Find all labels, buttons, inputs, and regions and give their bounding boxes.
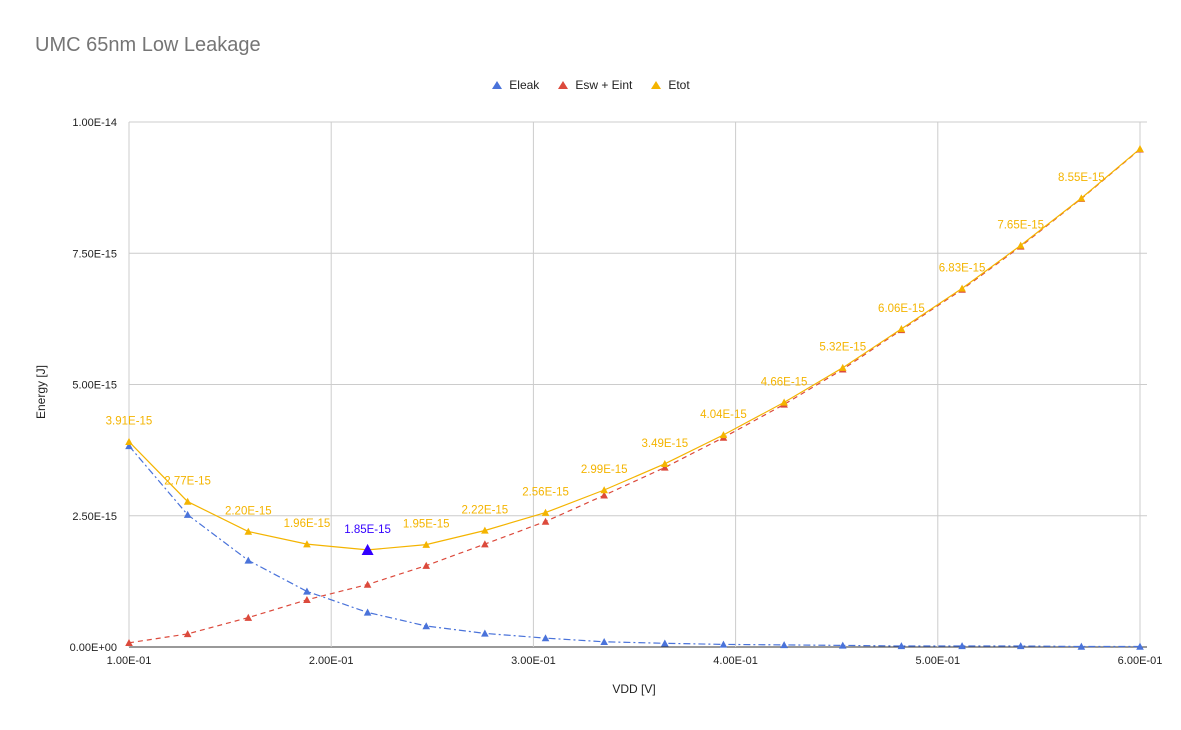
legend-label: Etot [668,78,690,92]
data-point [244,613,253,621]
data-point [661,639,669,647]
series-line [128,148,1141,644]
x-axis-label: VDD [V] [612,682,656,696]
data-point [481,526,489,534]
data-label: 2.22E-15 [462,504,509,516]
legend-item-etot[interactable]: Etot [650,78,690,92]
data-point [661,463,669,471]
data-label: 6.06E-15 [878,303,925,315]
y-tick-label: 0.00E+00 [70,642,117,654]
triangle-marker-icon [558,81,569,89]
data-label: 2.20E-15 [225,506,272,518]
data-point [541,517,550,525]
x-tick-label: 6.00E-01 [1118,655,1163,667]
data-point [897,325,906,333]
x-tick-label: 4.00E-01 [713,655,758,667]
data-label: 1.95E-15 [403,519,450,531]
triangle-marker-icon [492,81,503,89]
data-point [363,608,372,616]
data-point [600,491,608,499]
data-point [183,497,192,505]
chart-title: UMC 65nm Low Leakage [35,34,261,56]
data-point [303,595,311,603]
y-tick-label: 7.50E-15 [72,248,117,260]
series-line [128,445,1140,648]
y-tick-label: 2.50E-15 [72,511,117,523]
legend-label: Eleak [509,78,540,92]
data-point [1077,642,1086,650]
data-point [600,637,608,645]
data-label: 2.56E-15 [522,487,569,499]
data-label: 7.65E-15 [997,219,1044,231]
data-point [481,540,489,548]
y-tick-label: 1.00E-14 [72,117,117,129]
legend: Eleak Esw + Eint Etot [0,78,1181,92]
data-point [897,642,906,650]
legend-label: Esw + Eint [575,78,633,92]
x-tick-label: 3.00E-01 [511,655,556,667]
legend-item-esw-eint[interactable]: Esw + Eint [557,78,632,92]
data-label: 2.77E-15 [164,476,211,488]
y-tick-label: 5.00E-15 [72,380,117,392]
data-point [1077,194,1086,202]
x-tick-label: 2.00E-01 [309,655,354,667]
x-tick-label: 1.00E-01 [107,655,152,667]
data-point [780,398,788,406]
data-point [838,363,847,371]
series-line [128,148,1141,551]
x-tick-label: 5.00E-01 [915,655,960,667]
data-label: 1.85E-15 [344,524,391,536]
data-point [244,527,253,535]
data-point [1016,642,1025,650]
highlight-point [361,543,374,555]
data-point [541,508,550,516]
data-point [183,630,192,638]
data-point [125,442,133,450]
data-point [244,556,253,564]
legend-item-eleak[interactable]: Eleak [491,78,539,92]
data-point [363,580,372,588]
data-point [303,587,311,595]
data-point [661,459,669,468]
data-label: 5.32E-15 [819,342,866,354]
data-point [1136,642,1144,650]
data-point [125,639,133,647]
data-label: 2.99E-15 [581,464,628,476]
data-point [183,510,192,518]
data-point [422,622,431,630]
data-label: 4.66E-15 [761,376,808,388]
data-point [422,540,431,548]
data-label: 1.96E-15 [284,518,331,530]
data-label: 4.04E-15 [700,409,747,421]
data-point [303,540,311,548]
triangle-marker-icon [651,81,662,89]
data-point [958,642,966,650]
data-point [600,486,608,494]
data-point [719,640,728,648]
data-point [541,634,550,642]
data-label: 3.49E-15 [641,438,688,450]
data-point [125,437,133,445]
data-label: 3.91E-15 [106,416,153,428]
data-point [958,284,966,292]
data-point [838,641,847,649]
data-point [719,431,728,439]
data-point [1016,241,1025,249]
data-point [481,629,489,637]
data-label: 6.83E-15 [939,262,986,274]
data-point [780,641,788,649]
data-point [1136,144,1144,153]
data-label: 8.55E-15 [1058,172,1105,184]
data-point [422,561,431,569]
y-axis-label: Energy [J] [34,364,48,420]
